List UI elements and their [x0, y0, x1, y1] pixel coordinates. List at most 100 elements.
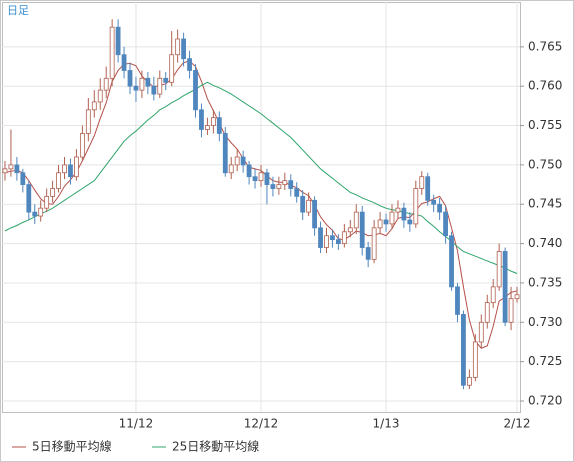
candle-body — [431, 199, 437, 205]
candle-body — [401, 207, 407, 221]
candle-body — [347, 227, 353, 233]
candle-body — [145, 77, 151, 87]
y-tick-label: 0.745 — [528, 197, 562, 211]
candle-body — [353, 211, 359, 229]
candle-body — [139, 77, 145, 91]
y-tick-label: 0.720 — [528, 393, 562, 407]
candle-body — [443, 211, 448, 237]
candle-body — [216, 117, 222, 134]
candle-body — [490, 286, 496, 304]
candle-body — [383, 219, 389, 225]
candle-body — [336, 239, 341, 244]
candle-body — [97, 89, 103, 103]
candle-body — [133, 85, 139, 91]
x-tick-label: 2/12 — [504, 417, 531, 431]
candle-body — [496, 251, 502, 288]
candle-body — [44, 195, 50, 209]
candle-body — [306, 199, 312, 213]
legend-label: 5日移動平均線 — [32, 439, 112, 454]
candle-body — [294, 188, 300, 197]
candle-body — [449, 235, 454, 288]
candle-body — [389, 211, 395, 225]
candle-body — [365, 247, 371, 260]
candle-body — [157, 77, 163, 95]
candle-body — [91, 101, 97, 111]
candle-body — [371, 227, 377, 260]
candle-body — [425, 176, 431, 201]
candle-body — [466, 376, 472, 386]
candle-body — [472, 341, 478, 378]
candle-body — [240, 156, 246, 166]
period-label: 日足 — [7, 4, 29, 17]
y-tick-label: 0.730 — [528, 315, 562, 329]
x-tick-label: 1/13 — [373, 417, 400, 431]
candle-body — [502, 251, 508, 323]
candle-body — [14, 164, 20, 174]
candle-body — [85, 109, 91, 134]
candle-body — [199, 109, 204, 130]
candle-body — [419, 176, 425, 189]
candle-body — [318, 227, 323, 248]
candle-body — [8, 164, 14, 170]
candle-body — [341, 231, 347, 244]
candle-body — [210, 117, 216, 126]
candle-body — [478, 321, 484, 343]
y-tick-label: 0.740 — [528, 236, 562, 250]
y-tick-label: 0.750 — [528, 157, 562, 171]
candle-body — [26, 184, 32, 213]
y-tick-label: 0.765 — [528, 39, 562, 53]
candle-body — [74, 156, 79, 178]
candle-body — [228, 164, 234, 174]
candle-body — [514, 294, 520, 300]
candle-body — [330, 235, 335, 241]
candle-body — [62, 164, 67, 174]
candle-body — [103, 77, 109, 91]
candle-body — [461, 314, 466, 386]
legend-label: 25日移動平均線 — [172, 439, 259, 454]
candle-body — [222, 133, 228, 174]
candle-body — [163, 77, 169, 83]
candle-body — [324, 235, 329, 248]
candle-body — [395, 207, 401, 213]
candle-body — [187, 58, 192, 71]
candle-body — [234, 156, 240, 166]
candle-body — [282, 180, 288, 185]
candle-body — [246, 164, 252, 178]
candle-body — [20, 172, 26, 185]
candle-body — [437, 203, 443, 213]
candle-body — [175, 38, 181, 56]
candle-body — [377, 219, 383, 229]
candle-body — [407, 219, 413, 225]
candle-body — [151, 85, 157, 95]
candle-body — [109, 26, 115, 79]
candle-body — [38, 207, 44, 217]
y-tick-label: 0.760 — [528, 79, 562, 93]
candle-body — [264, 172, 270, 185]
candle-body — [2, 168, 8, 174]
candle-body — [169, 54, 175, 83]
candle-body — [181, 38, 186, 60]
y-tick-label: 0.735 — [528, 275, 562, 289]
candle-body — [252, 176, 258, 182]
x-tick-label: 11/12 — [119, 417, 154, 431]
candle-body — [359, 211, 365, 248]
candle-body — [508, 298, 514, 323]
candle-body — [455, 286, 460, 315]
y-tick-label: 0.725 — [528, 354, 562, 368]
candle-body — [288, 180, 294, 189]
moving-average-line — [4, 81, 518, 274]
candle-body — [276, 184, 282, 189]
candle-body — [300, 195, 306, 213]
candle-body — [127, 70, 133, 87]
y-tick-label: 0.755 — [528, 118, 562, 132]
candle-body — [79, 133, 85, 158]
candle-body — [121, 54, 127, 71]
candle-body — [115, 26, 121, 56]
candle-body — [413, 188, 419, 225]
candle-body — [68, 164, 73, 178]
candle-body — [32, 211, 38, 217]
candle-body — [312, 199, 317, 229]
candle-body — [193, 70, 198, 111]
candle-body — [205, 125, 210, 130]
